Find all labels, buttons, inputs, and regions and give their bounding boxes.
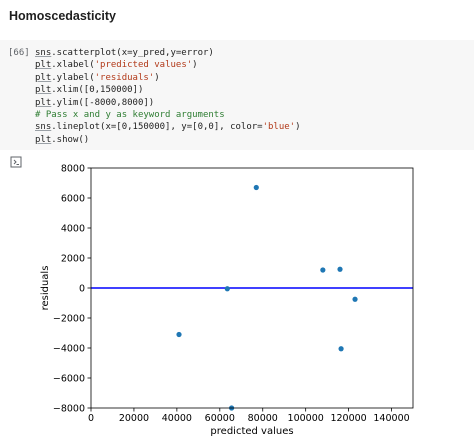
code-token: plt — [35, 85, 52, 96]
code-token: .show() — [51, 134, 90, 145]
data-point — [338, 346, 344, 352]
code-line: # Pass x and y as keyword arguments — [35, 109, 301, 121]
code-line: plt.xlabel('predicted values') — [35, 59, 301, 71]
execution-count: [66] — [8, 48, 30, 58]
x-tick-label: 80000 — [248, 413, 278, 424]
code-token: .xlim([0,150000]) — [51, 85, 144, 96]
y-tick-label: 8000 — [61, 163, 85, 174]
code-token: plt — [35, 60, 52, 71]
section-heading: Homoscedasticity — [9, 9, 116, 23]
code-line: plt.xlim([0,150000]) — [35, 84, 301, 96]
y-tick-label: 2000 — [61, 253, 85, 264]
code-token: .lineplot(x=[0,150000], y=[0,0], color= — [51, 122, 263, 133]
code-token: .scatterplot(x=y_pred,y=error) — [51, 48, 214, 58]
data-point — [253, 184, 259, 191]
data-point — [337, 266, 343, 272]
y-axis-label: residuals — [40, 266, 51, 311]
x-tick-label: 40000 — [162, 413, 192, 424]
code-string: 'blue' — [262, 122, 296, 133]
code-token: ) — [154, 72, 160, 83]
code-string: 'residuals' — [94, 72, 155, 83]
y-tick-label: −8000 — [53, 403, 85, 414]
code-editor[interactable]: sns.scatterplot(x=y_pred,y=error) plt.xla… — [35, 47, 301, 146]
x-tick-label: 140000 — [373, 413, 409, 424]
code-string: 'predicted values' — [94, 60, 193, 71]
code-cell[interactable] — [0, 40, 474, 150]
x-axis-label: predicted values — [210, 426, 293, 437]
code-line: plt.ylim([-8000,8000]) — [35, 97, 301, 109]
code-token: .ylabel( — [51, 72, 95, 83]
code-token: plt — [35, 134, 52, 145]
data-point — [224, 286, 230, 292]
code-comment: # Pass x and y as keyword arguments — [35, 109, 225, 120]
code-line: sns.scatterplot(x=y_pred,y=error) — [35, 47, 301, 59]
output-toggle-icon[interactable] — [10, 156, 22, 168]
code-token: .ylim([-8000,8000]) — [51, 97, 155, 108]
x-tick-label: 100000 — [288, 413, 324, 424]
y-tick-label: 4000 — [61, 223, 85, 234]
x-tick-label: 0 — [88, 413, 94, 424]
code-token: ) — [295, 122, 301, 133]
x-tick-label: 60000 — [205, 413, 235, 424]
code-token: sns — [35, 122, 52, 133]
y-tick-label: −4000 — [53, 343, 85, 354]
data-point — [176, 331, 182, 338]
x-tick-label: 120000 — [330, 413, 366, 424]
y-tick-label: −6000 — [53, 373, 85, 384]
code-token: plt — [35, 72, 52, 83]
x-tick-label: 20000 — [119, 413, 149, 424]
y-tick-label: 0 — [79, 283, 85, 294]
code-token: ) — [192, 60, 198, 71]
code-token: plt — [35, 97, 52, 108]
code-line: plt.ylabel('residuals') — [35, 72, 301, 84]
y-tick-label: 6000 — [61, 193, 85, 204]
residuals-scatter-plot: 0 20000 40000 60000 80000 100000 120000 140000−… — [40, 163, 414, 437]
data-point — [320, 267, 326, 273]
y-tick-label: −2000 — [53, 313, 85, 324]
code-token: .xlabel( — [51, 60, 95, 71]
code-line: sns.lineplot(x=[0,150000], y=[0,0], colo… — [35, 121, 301, 133]
data-point — [352, 296, 358, 302]
code-token: sns — [35, 48, 52, 58]
code-line: plt.show() — [35, 134, 301, 146]
